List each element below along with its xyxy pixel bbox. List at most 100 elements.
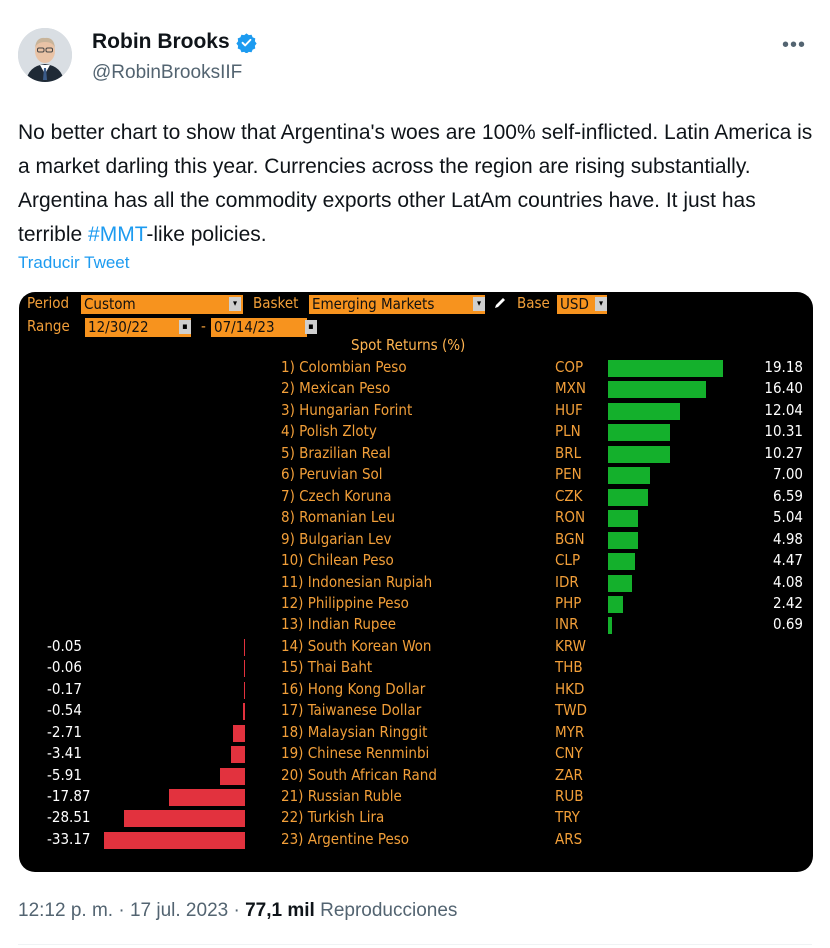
row-label: 10) Chilean Peso <box>281 551 394 569</box>
author-name[interactable]: Robin Brooks <box>92 30 230 53</box>
value-label: -0.54 <box>47 701 82 719</box>
views-count: 77,1 mil <box>245 900 315 921</box>
value-label: 16.40 <box>764 379 803 397</box>
value-label: -17.87 <box>47 787 91 805</box>
row-label: 19) Chinese Renminbi <box>281 744 430 762</box>
row-code: CNY <box>555 744 583 762</box>
author-name-row[interactable]: Robin Brooks <box>92 30 257 54</box>
value-label: 4.47 <box>772 551 803 569</box>
row-label: 11) Indonesian Rupiah <box>281 573 433 591</box>
row-label: 13) Indian Rupee <box>281 615 397 633</box>
row-code: ZAR <box>555 766 583 784</box>
row-label: 20) South African Rand <box>281 766 437 784</box>
row-label: 15) Thai Baht <box>281 658 373 676</box>
bar-negative <box>244 660 245 677</box>
basket-label: Basket <box>253 294 299 312</box>
row-code: IDR <box>555 573 579 591</box>
value-label: 5.04 <box>772 508 803 526</box>
row-code: PHP <box>555 594 582 612</box>
tweet-text: No better chart to show that Argentina's… <box>18 116 813 252</box>
range-start-calendar-icon: ▪ <box>179 320 191 334</box>
row-code: INR <box>555 615 579 633</box>
meta-separator: · <box>233 900 240 921</box>
value-label: 12.04 <box>764 401 803 419</box>
row-code: BRL <box>555 444 582 462</box>
row-code: ARS <box>555 830 583 848</box>
translate-tweet-link[interactable]: Traducir Tweet <box>18 253 130 272</box>
range-end-calendar-icon: ▪ <box>305 320 317 334</box>
hashtag-link[interactable]: #MMT <box>88 223 147 246</box>
bar-positive <box>608 381 707 398</box>
row-label: 21) Russian Ruble <box>281 787 402 805</box>
row-code: TWD <box>555 701 587 719</box>
avatar-image <box>18 28 72 82</box>
base-chevron-icon: ▾ <box>595 297 607 311</box>
tweet-media-image[interactable]: Period Custom ▾ Basket Emerging Markets … <box>19 292 813 872</box>
value-label: -2.71 <box>47 723 82 741</box>
avatar[interactable] <box>18 28 72 82</box>
value-label: 4.98 <box>772 530 803 548</box>
row-code: TRY <box>555 808 580 826</box>
row-code: MYR <box>555 723 585 741</box>
row-label: 18) Malaysian Ringgit <box>281 723 428 741</box>
row-code: PEN <box>555 465 582 483</box>
more-options-icon[interactable]: ••• <box>781 34 806 56</box>
row-label: 22) Turkish Lira <box>281 808 385 826</box>
bar-positive <box>608 424 670 441</box>
base-dropdown: USD <box>557 295 607 314</box>
bar-positive <box>608 575 633 592</box>
row-code: HUF <box>555 401 583 419</box>
row-label: 3) Hungarian Forint <box>281 401 413 419</box>
bar-negative <box>104 832 245 849</box>
author-handle[interactable]: @RobinBrooksIIF <box>92 62 243 83</box>
value-label: 0.69 <box>772 615 803 633</box>
tweet-meta: 12:12 p. m. · 17 jul. 2023 · 77,1 mil Re… <box>18 900 457 922</box>
period-label: Period <box>27 294 70 312</box>
bar-positive <box>608 489 648 506</box>
bar-negative <box>244 682 245 699</box>
verified-badge-icon <box>236 32 257 53</box>
row-label: 7) Czech Koruna <box>281 487 392 505</box>
row-code: CZK <box>555 487 583 505</box>
value-label: 10.31 <box>764 422 803 440</box>
row-code: THB <box>555 658 583 676</box>
bar-positive <box>608 510 639 527</box>
row-label: 4) Polish Zloty <box>281 422 377 440</box>
row-code: RUB <box>555 787 584 805</box>
bar-positive <box>608 360 723 377</box>
basket-chevron-icon: ▾ <box>473 297 485 311</box>
bar-negative <box>219 768 245 785</box>
row-label: 6) Peruvian Sol <box>281 465 383 483</box>
bar-negative <box>244 639 245 656</box>
tweet-date[interactable]: 17 jul. 2023 <box>129 900 229 921</box>
value-label: 2.42 <box>772 594 803 612</box>
value-label: 19.18 <box>764 358 803 376</box>
value-label: -0.17 <box>47 680 82 698</box>
row-code: HKD <box>555 680 585 698</box>
divider <box>18 944 812 945</box>
value-label: -3.41 <box>47 744 82 762</box>
period-chevron-icon: ▾ <box>229 297 241 311</box>
bar-positive <box>608 617 613 634</box>
value-label: -28.51 <box>47 808 91 826</box>
value-label: -0.06 <box>47 658 82 676</box>
row-label: 16) Hong Kong Dollar <box>281 680 426 698</box>
pencil-icon <box>495 298 505 308</box>
value-label: 7.00 <box>772 465 803 483</box>
row-code: RON <box>555 508 586 526</box>
row-code: KRW <box>555 637 586 655</box>
bar-negative <box>242 703 245 720</box>
bar-negative <box>169 789 245 806</box>
row-label: 17) Taiwanese Dollar <box>281 701 422 719</box>
bar-negative <box>230 746 245 763</box>
bar-positive <box>608 532 638 549</box>
row-label: 23) Argentine Peso <box>281 830 410 848</box>
value-label: 4.08 <box>772 573 803 591</box>
row-label: 12) Philippine Peso <box>281 594 409 612</box>
row-label: 2) Mexican Peso <box>281 379 391 397</box>
value-label: -5.91 <box>47 766 82 784</box>
row-code: PLN <box>555 422 581 440</box>
row-label: 8) Romanian Leu <box>281 508 396 526</box>
bar-positive <box>608 467 650 484</box>
tweet-time[interactable]: 12:12 p. m. <box>18 900 114 921</box>
